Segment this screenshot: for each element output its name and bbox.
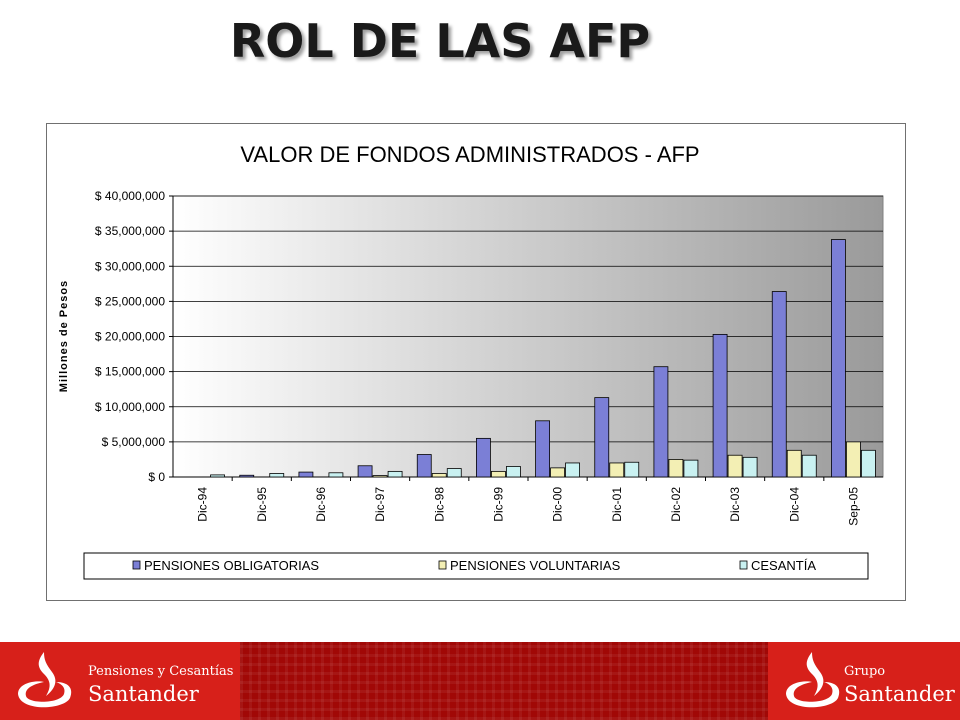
legend-swatch	[739, 560, 748, 570]
x-tick-label: Dic-00	[551, 487, 565, 522]
x-tick-label: Sep-05	[846, 487, 860, 526]
left-brand-line2: Santander	[88, 682, 199, 706]
bar-cesant-a-dic-01	[624, 461, 640, 478]
bar-cesant-a-dic-97	[387, 470, 403, 478]
bar-cesant-a-dic-03	[742, 456, 758, 478]
bar-cesant-a-sep-05	[861, 449, 876, 478]
bar-pensiones-obligatorias-dic-01	[594, 397, 610, 478]
right-brand: Grupo Santander	[768, 642, 960, 720]
x-tick-label: Dic-04	[787, 487, 801, 522]
bar-pensiones-voluntarias-dic-98	[431, 473, 447, 478]
bar-pensiones-voluntarias-dic-00	[550, 467, 565, 478]
bar-cesant-a-dic-95	[269, 473, 285, 478]
bar-chart: $ 0 $ 5,000,000 $ 10,000,000 $ 15,000,000 $ …	[58, 142, 884, 580]
bar-pensiones-voluntarias-dic-04	[786, 449, 802, 478]
bar-pensiones-obligatorias-dic-96	[298, 471, 314, 478]
x-tick-label: Dic-95	[255, 487, 269, 522]
chart-title: VALOR DE FONDOS ADMINISTRADOS - AFP	[240, 142, 699, 167]
footer-pattern	[240, 642, 768, 720]
bar-pensiones-obligatorias-dic-00	[535, 420, 550, 478]
x-tick-label: Dic-99	[491, 487, 505, 522]
bar-pensiones-obligatorias-dic-98	[416, 454, 432, 478]
slide-title: ROL DE LAS AFP	[229, 14, 651, 68]
legend-label: PENSIONES VOLUNTARIAS	[450, 558, 621, 573]
bar-pensiones-voluntarias-dic-97	[372, 475, 388, 478]
bar-pensiones-obligatorias-dic-95	[239, 474, 255, 478]
x-tick-label: Dic-98	[432, 487, 446, 522]
bar-pensiones-obligatorias-dic-99	[476, 437, 491, 478]
x-tick-label: Dic-03	[728, 487, 742, 522]
bar-cesant-a-dic-96	[328, 472, 344, 478]
y-tick-label: $ 35,000,000	[95, 224, 165, 238]
y-tick-label: $ 15,000,000	[95, 365, 165, 379]
bar-pensiones-voluntarias-dic-99	[491, 470, 506, 478]
left-brand: Pensiones y Cesantías Santander	[0, 642, 240, 720]
footer-bar: Pensiones y Cesantías Santander Grupo Sa…	[0, 642, 960, 720]
y-tick-label: $ 0	[148, 470, 165, 484]
x-tick-label: Dic-97	[373, 487, 387, 522]
bar-cesant-a-dic-94	[210, 474, 225, 478]
santander-flame-icon	[18, 652, 72, 708]
left-brand-line1: Pensiones y Cesantías	[88, 664, 234, 679]
right-brand-line2: Santander	[844, 682, 955, 706]
y-tick-label: $ 25,000,000	[95, 294, 165, 308]
x-tick-label: Dic-02	[669, 487, 683, 522]
x-tick-label: Dic-96	[314, 487, 328, 522]
x-tick-label: Dic-94	[196, 487, 210, 522]
bar-pensiones-obligatorias-dic-97	[357, 465, 373, 478]
legend: PENSIONES OBLIGATORIAS PENSIONES VOLUNTAR…	[83, 552, 869, 580]
legend-label: CESANTÍA	[751, 558, 816, 573]
right-brand-line1: Grupo	[844, 664, 886, 679]
bar-pensiones-voluntarias-dic-01	[609, 462, 625, 478]
y-tick-label: $ 10,000,000	[95, 400, 165, 414]
bar-cesant-a-dic-99	[506, 466, 521, 478]
legend-swatch	[438, 560, 447, 570]
x-tick-label: Dic-01	[610, 487, 624, 522]
y-axis-label: Millones de Pesos	[58, 280, 70, 392]
y-tick-label: $ 40,000,000	[95, 189, 165, 203]
bar-cesant-a-dic-00	[565, 462, 580, 478]
santander-flame-icon-right	[786, 652, 840, 708]
bar-pensiones-obligatorias-dic-04	[771, 291, 787, 478]
bar-pensiones-voluntarias-sep-05	[846, 441, 861, 478]
chart-container: $ 0 $ 5,000,000 $ 10,000,000 $ 15,000,000 $ …	[46, 123, 906, 601]
legend-swatch	[132, 560, 141, 570]
y-tick-label: $ 5,000,000	[102, 435, 166, 449]
bar-cesant-a-dic-02	[683, 459, 699, 478]
bar-pensiones-obligatorias-dic-02	[653, 366, 669, 478]
bar-pensiones-voluntarias-dic-02	[668, 459, 684, 478]
bar-pensiones-obligatorias-dic-03	[712, 333, 728, 478]
y-tick-label: $ 30,000,000	[95, 259, 165, 273]
bar-cesant-a-dic-98	[446, 468, 462, 478]
y-tick-label: $ 20,000,000	[95, 330, 165, 344]
bar-pensiones-obligatorias-sep-05	[831, 239, 846, 478]
legend-label: PENSIONES OBLIGATORIAS	[144, 558, 319, 573]
bar-pensiones-voluntarias-dic-03	[727, 454, 743, 478]
bar-cesant-a-dic-04	[801, 454, 817, 478]
